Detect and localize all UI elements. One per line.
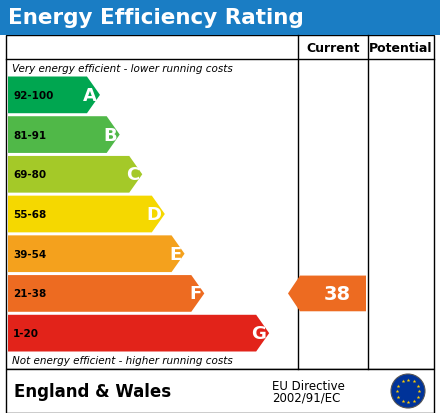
Text: Not energy efficient - higher running costs: Not energy efficient - higher running co… — [12, 356, 233, 366]
Text: EU Directive: EU Directive — [272, 380, 345, 392]
Text: Energy Efficiency Rating: Energy Efficiency Rating — [8, 8, 304, 28]
Bar — [6, 36, 434, 369]
Text: Very energy efficient - lower running costs: Very energy efficient - lower running co… — [12, 63, 233, 74]
Text: 69-80: 69-80 — [13, 170, 46, 180]
Text: D: D — [147, 206, 162, 223]
Polygon shape — [8, 77, 100, 114]
Text: 2002/91/EC: 2002/91/EC — [272, 391, 341, 404]
Text: 38: 38 — [323, 284, 351, 303]
Polygon shape — [8, 157, 142, 193]
Text: E: E — [169, 245, 182, 263]
Text: England & Wales: England & Wales — [14, 382, 171, 400]
Text: Potential: Potential — [369, 41, 433, 55]
Text: 92-100: 92-100 — [13, 90, 53, 101]
Text: B: B — [103, 126, 117, 144]
Polygon shape — [8, 196, 165, 233]
Text: 39-54: 39-54 — [13, 249, 46, 259]
Polygon shape — [8, 315, 269, 351]
Text: G: G — [251, 324, 266, 342]
Text: 55-68: 55-68 — [13, 209, 46, 219]
Text: Current: Current — [306, 41, 360, 55]
Polygon shape — [8, 236, 184, 273]
Polygon shape — [288, 276, 366, 311]
Text: 21-38: 21-38 — [13, 289, 46, 299]
Text: A: A — [83, 87, 97, 104]
Bar — [6, 369, 434, 413]
Text: F: F — [189, 285, 202, 303]
Text: C: C — [126, 166, 139, 184]
Text: 1-20: 1-20 — [13, 328, 39, 338]
Text: 81-91: 81-91 — [13, 130, 46, 140]
Circle shape — [391, 374, 425, 408]
Bar — [0, 0, 440, 36]
Polygon shape — [8, 117, 120, 154]
Polygon shape — [8, 275, 204, 312]
